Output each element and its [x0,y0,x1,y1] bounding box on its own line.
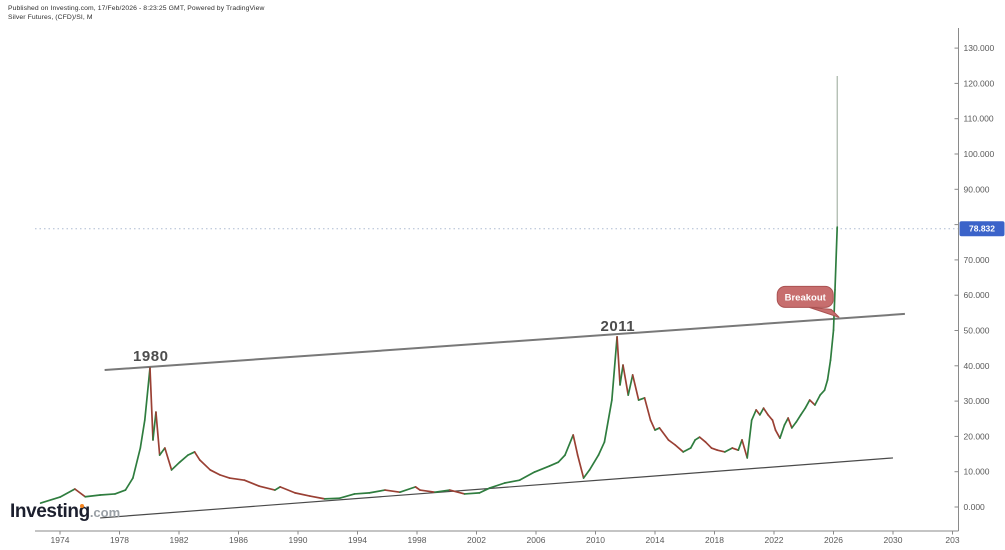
watermark: Published on Investing.com, 17/Feb/2026 … [8,4,265,22]
x-axis-label: 1986 [229,535,248,545]
lower-trendline [100,457,894,519]
y-axis-label: 110.000 [964,114,994,124]
y-axis-label: 30.000 [964,396,990,406]
y-axis-label: 20.000 [964,431,990,441]
x-axis-label: 2010 [586,535,605,545]
x-axis-label: 1978 [110,535,129,545]
x-axis-label: 1994 [348,535,367,545]
x-axis-label: 2014 [646,535,665,545]
logo-orange-dot-icon [80,504,84,508]
price-series [39,226,839,504]
y-axis-label: 100.000 [964,149,995,159]
x-axis-label: 2002 [467,535,486,545]
y-axis-label: 60.000 [964,290,990,300]
y-axis-label: 120.000 [964,78,995,88]
annotation-2011: 2011 [601,318,636,335]
x-axis-label: 2006 [527,535,546,545]
logo-tld-text: .com [89,505,121,520]
investing-logo: Investing.com [10,501,120,523]
y-axis-label: 130.000 [964,43,995,53]
x-axis-label: 1982 [170,535,189,545]
logo-brand-text: Investing [10,501,90,522]
x-axis-label: 203 [945,535,959,545]
breakout-callout-label: Breakout [785,292,827,303]
y-axis-label: 40.000 [964,361,990,371]
published-line: Published on Investing.com, 17/Feb/2026 … [8,5,265,12]
breakout-callout-bubble [776,285,834,308]
upper-trendline [104,312,905,372]
price-badge [959,221,1005,237]
y-axis-label: 50.000 [964,326,990,336]
x-axis-label: 1998 [408,535,427,545]
y-axis-label: 90.000 [964,184,990,194]
y-axis-label: 70.000 [964,255,990,265]
y-axis-label: 10.000 [964,467,990,477]
y-axis-label: 0.000 [964,502,986,512]
annotation-1980: 1980 [133,348,168,365]
breakout-callout-tail [809,306,840,318]
x-axis-label: 1990 [289,535,308,545]
x-axis-label: 2030 [884,535,903,545]
x-axis-label: 2022 [765,535,784,545]
x-axis-label: 2026 [824,535,843,545]
instrument-line: Silver Futures, (CFD)/SI, M [8,14,93,21]
x-axis-label: 1974 [51,535,70,545]
price-badge-label: 78.832 [969,224,995,234]
x-axis-label: 2018 [705,535,724,545]
